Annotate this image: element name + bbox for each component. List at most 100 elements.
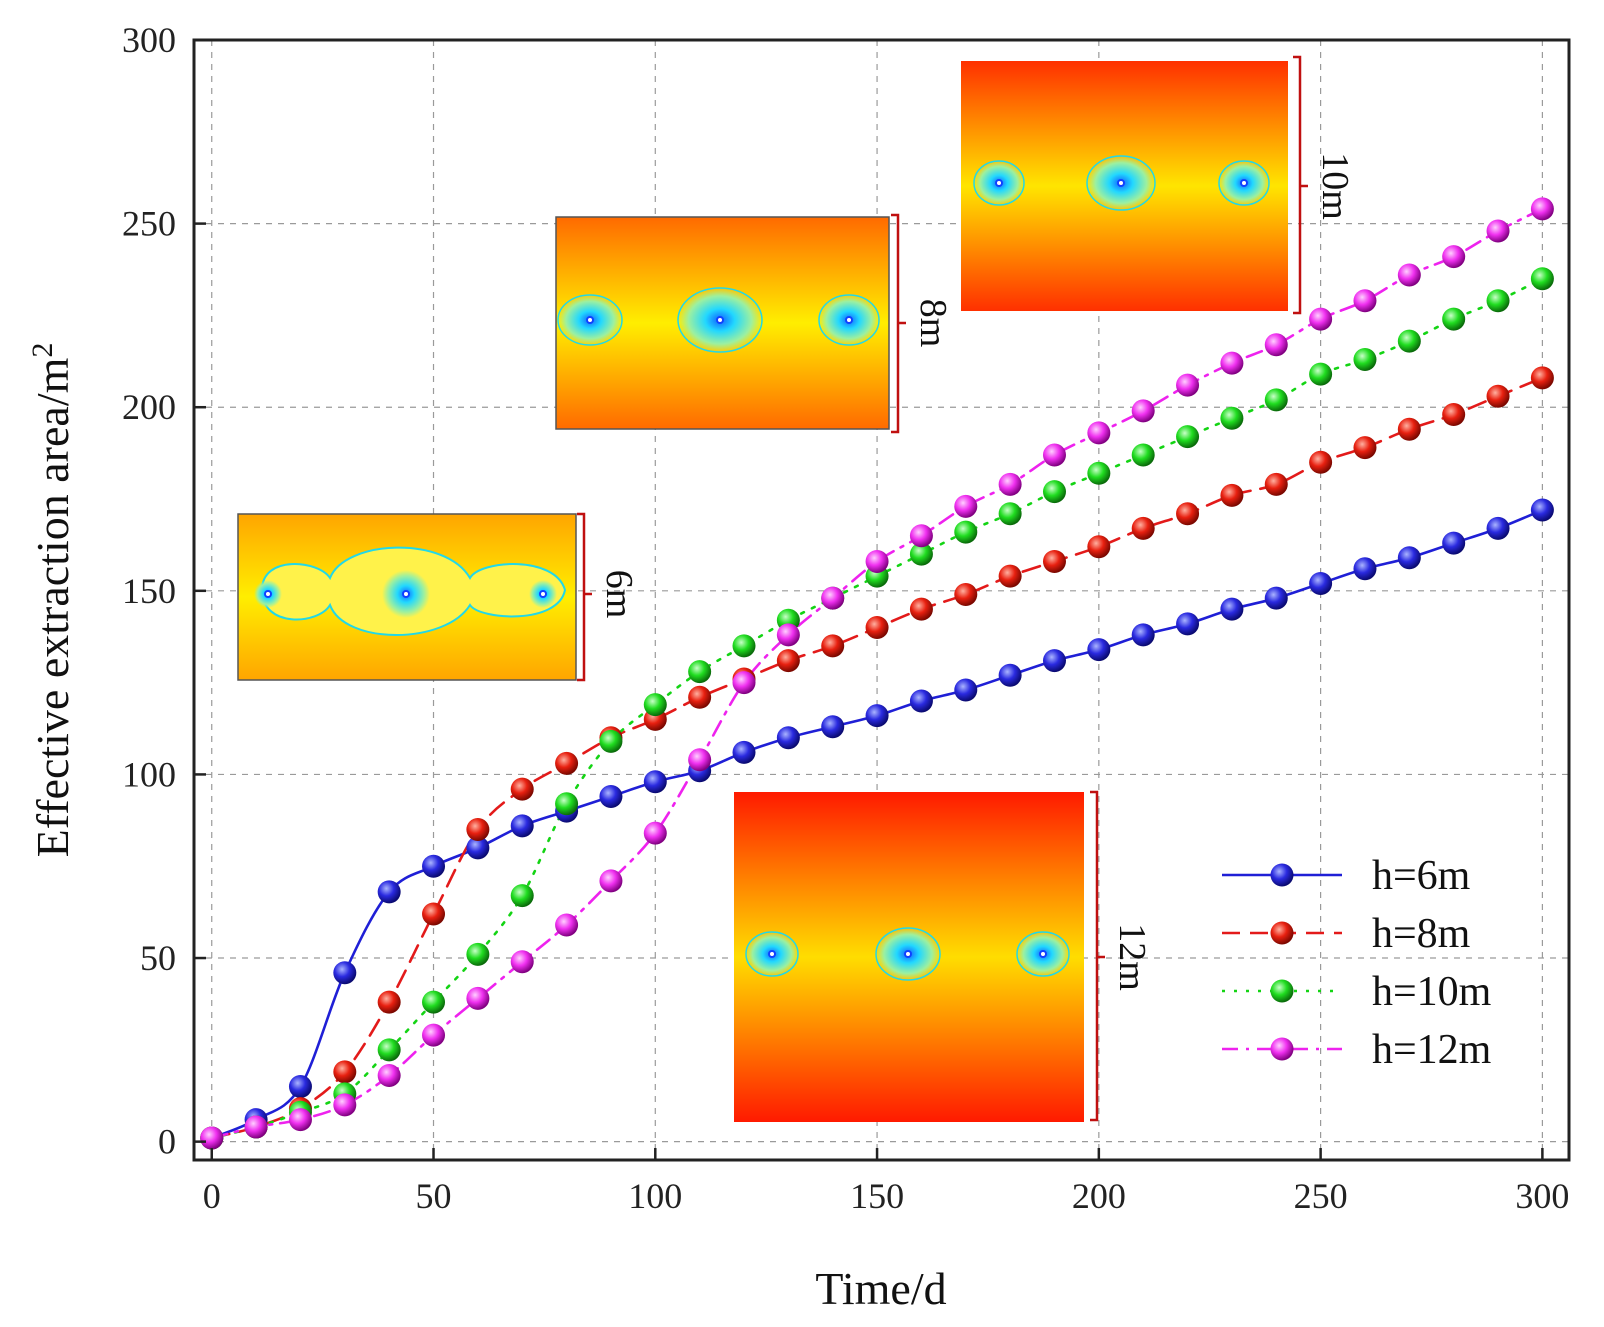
data-point xyxy=(333,1060,357,1084)
data-point xyxy=(732,740,756,764)
y-tick-label: 250 xyxy=(122,204,176,244)
y-axis-title-text: Effective extraction area/m xyxy=(27,357,78,857)
data-point xyxy=(1353,347,1377,371)
data-point xyxy=(1042,480,1066,504)
data-point xyxy=(954,520,978,544)
data-point xyxy=(1442,403,1466,427)
data-point xyxy=(909,689,933,713)
inset-12m xyxy=(734,790,1105,1122)
inset-8m xyxy=(555,213,906,434)
data-point xyxy=(998,472,1022,496)
legend-marker xyxy=(1270,921,1294,945)
legend-marker xyxy=(1270,979,1294,1003)
data-point xyxy=(1220,406,1244,430)
data-point xyxy=(821,634,845,658)
data-point xyxy=(1397,329,1421,353)
data-point xyxy=(1220,597,1244,621)
data-point xyxy=(1353,557,1377,581)
inset-label-8m: 8m xyxy=(912,299,954,348)
data-point xyxy=(688,685,712,709)
legend: h=6m h=8m h=10m h=12m xyxy=(1222,853,1492,1073)
data-point xyxy=(1176,502,1200,526)
data-point xyxy=(865,549,889,573)
data-point xyxy=(643,693,667,717)
data-point xyxy=(1042,443,1066,467)
data-point xyxy=(377,880,401,904)
data-point xyxy=(510,814,534,838)
legend-label: h=10m xyxy=(1372,969,1492,1015)
svg-text:Effective extraction area/m2: Effective extraction area/m2 xyxy=(26,343,78,858)
inset-6m xyxy=(237,512,592,682)
data-point xyxy=(422,990,446,1014)
data-point xyxy=(555,913,579,937)
data-point xyxy=(1220,483,1244,507)
data-point xyxy=(1042,649,1066,673)
data-point xyxy=(1309,307,1333,331)
data-point xyxy=(1220,351,1244,375)
series-group xyxy=(200,197,1554,1150)
x-tick-label: 250 xyxy=(1294,1176,1348,1216)
data-point xyxy=(1087,461,1111,485)
data-point xyxy=(1264,472,1288,496)
data-point xyxy=(1530,366,1554,390)
data-point xyxy=(288,1075,312,1099)
x-tick-label: 50 xyxy=(416,1176,452,1216)
data-point xyxy=(821,715,845,739)
data-point xyxy=(466,836,490,860)
data-point xyxy=(1087,638,1111,662)
series-points-h=12m xyxy=(200,197,1554,1150)
x-tick-label: 300 xyxy=(1515,1176,1569,1216)
data-point xyxy=(1131,516,1155,540)
data-point xyxy=(1530,498,1554,522)
data-point xyxy=(599,869,623,893)
x-tick-label: 0 xyxy=(203,1176,221,1216)
data-point xyxy=(377,1064,401,1088)
data-point xyxy=(954,678,978,702)
legend-item: h=10m xyxy=(1222,969,1492,1015)
plot-frame xyxy=(192,38,1571,1162)
legend-label: h=12m xyxy=(1372,1027,1492,1073)
data-point xyxy=(466,986,490,1010)
data-point xyxy=(1264,333,1288,357)
x-tick-label: 150 xyxy=(850,1176,904,1216)
legend-label: h=6m xyxy=(1372,853,1471,899)
data-point xyxy=(688,748,712,772)
data-point xyxy=(510,884,534,908)
y-tick-label: 300 xyxy=(122,20,176,60)
data-point xyxy=(1087,535,1111,559)
data-point xyxy=(377,1038,401,1062)
data-point xyxy=(1176,373,1200,397)
data-point xyxy=(776,726,800,750)
data-point xyxy=(1442,245,1466,269)
data-point xyxy=(909,524,933,548)
data-point xyxy=(422,854,446,878)
data-point xyxy=(1176,612,1200,636)
legend-label: h=8m xyxy=(1372,911,1471,957)
data-point xyxy=(1087,421,1111,445)
data-point xyxy=(643,821,667,845)
data-point xyxy=(1397,263,1421,287)
data-point xyxy=(1042,549,1066,573)
legend-marker xyxy=(1270,1037,1294,1061)
inset-label-10m: 10m xyxy=(1314,152,1356,220)
data-point xyxy=(244,1115,268,1139)
data-point xyxy=(422,902,446,926)
data-point xyxy=(1486,219,1510,243)
legend-item: h=6m xyxy=(1222,853,1471,899)
data-point xyxy=(200,1126,224,1150)
data-point xyxy=(1486,516,1510,540)
data-point xyxy=(1397,417,1421,441)
axis-ticks: 0 50 100 150 200 250 300 0 50 100 150 200 250 300 xyxy=(122,20,1569,1216)
y-tick-label: 100 xyxy=(122,754,176,794)
inset-label-12m: 12m xyxy=(1111,923,1153,991)
data-point xyxy=(954,494,978,518)
data-point xyxy=(1353,289,1377,313)
data-point xyxy=(1131,623,1155,647)
data-point xyxy=(466,942,490,966)
data-point xyxy=(865,616,889,640)
data-point xyxy=(1486,289,1510,313)
data-point xyxy=(377,990,401,1014)
y-tick-label: 150 xyxy=(122,571,176,611)
data-point xyxy=(776,649,800,673)
data-point xyxy=(732,671,756,695)
